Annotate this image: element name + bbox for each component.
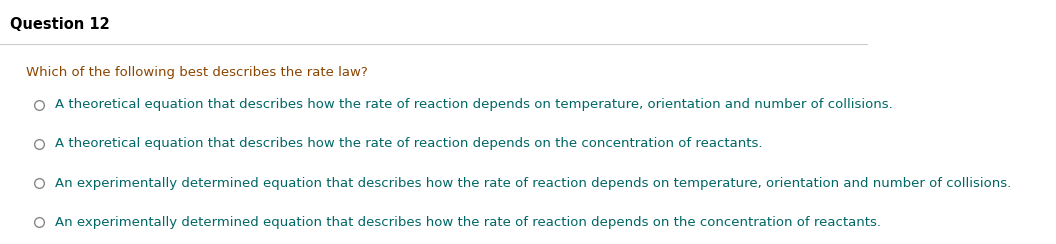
Text: An experimentally determined equation that describes how the rate of reaction de: An experimentally determined equation th… xyxy=(55,215,881,229)
Text: A theoretical equation that describes how the rate of reaction depends on the co: A theoretical equation that describes ho… xyxy=(55,137,762,151)
Text: Question 12: Question 12 xyxy=(11,17,110,32)
Text: A theoretical equation that describes how the rate of reaction depends on temper: A theoretical equation that describes ho… xyxy=(55,98,892,112)
Text: An experimentally determined equation that describes how the rate of reaction de: An experimentally determined equation th… xyxy=(55,176,1011,190)
Text: Which of the following best describes the rate law?: Which of the following best describes th… xyxy=(26,66,367,79)
